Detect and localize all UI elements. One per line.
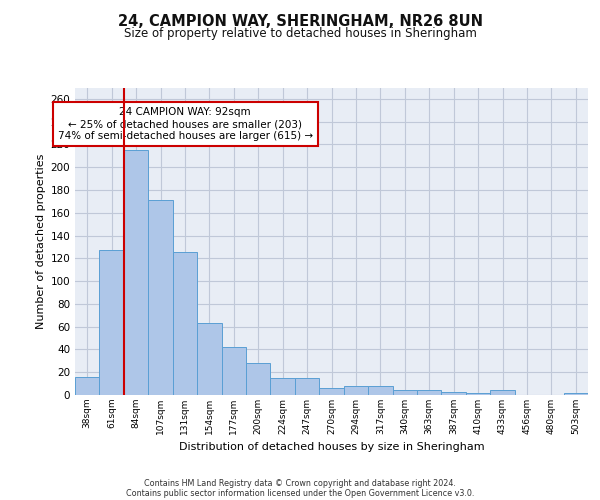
Bar	[124, 150, 148, 395]
Bar	[563, 392, 588, 395]
Bar	[319, 388, 344, 395]
Bar	[442, 392, 466, 395]
Bar	[295, 378, 319, 395]
Bar	[466, 392, 490, 395]
Bar	[490, 390, 515, 395]
Bar	[197, 324, 221, 395]
Bar	[417, 390, 442, 395]
Bar	[221, 347, 246, 395]
Bar	[344, 386, 368, 395]
Text: Contains public sector information licensed under the Open Government Licence v3: Contains public sector information licen…	[126, 488, 474, 498]
Text: 24 CAMPION WAY: 92sqm
← 25% of detached houses are smaller (203)
74% of semi-det: 24 CAMPION WAY: 92sqm ← 25% of detached …	[58, 108, 313, 140]
Bar	[148, 200, 173, 395]
Bar	[392, 390, 417, 395]
Y-axis label: Number of detached properties: Number of detached properties	[36, 154, 46, 329]
Bar	[100, 250, 124, 395]
Text: Contains HM Land Registry data © Crown copyright and database right 2024.: Contains HM Land Registry data © Crown c…	[144, 478, 456, 488]
Bar	[246, 363, 271, 395]
X-axis label: Distribution of detached houses by size in Sheringham: Distribution of detached houses by size …	[179, 442, 484, 452]
Text: Size of property relative to detached houses in Sheringham: Size of property relative to detached ho…	[124, 28, 476, 40]
Bar	[75, 377, 100, 395]
Bar	[173, 252, 197, 395]
Bar	[368, 386, 392, 395]
Bar	[271, 378, 295, 395]
Text: 24, CAMPION WAY, SHERINGHAM, NR26 8UN: 24, CAMPION WAY, SHERINGHAM, NR26 8UN	[118, 14, 482, 29]
